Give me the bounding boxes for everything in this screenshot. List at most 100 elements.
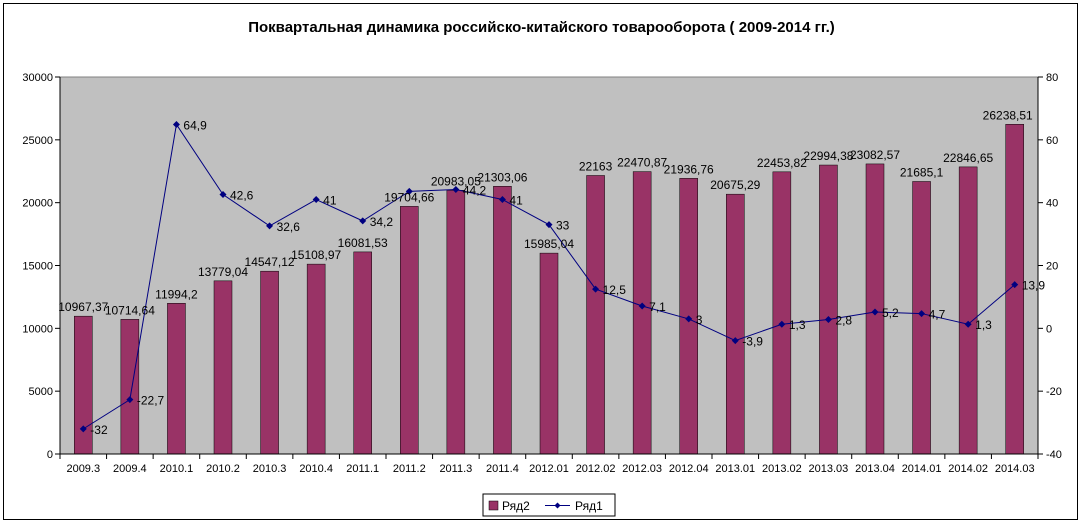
bar	[167, 303, 186, 455]
x-tick-label: 2010.3	[253, 463, 287, 475]
bar-value-label: 10967,37	[58, 300, 108, 314]
y-tick-label: 15000	[22, 261, 53, 273]
y-tick-label: 30000	[22, 72, 53, 84]
bar	[958, 166, 978, 455]
bar-value-label: 13779,04	[198, 265, 248, 279]
line-point	[79, 425, 87, 433]
bar-series	[74, 124, 1024, 455]
bar-value-label: 26238,51	[983, 108, 1033, 122]
bar	[353, 251, 372, 455]
bar	[493, 186, 512, 455]
line-point	[592, 285, 600, 293]
line-point	[452, 185, 460, 193]
x-tick-label: 2012.03	[622, 463, 662, 475]
line-point	[545, 221, 553, 229]
y-tick-label: 25000	[22, 135, 53, 147]
bar-value-label: 20675,29	[710, 178, 760, 192]
x-tick-label: 2014.01	[902, 463, 942, 475]
x-tick-label: 2009.3	[66, 463, 100, 475]
line-point	[638, 302, 646, 310]
line-value-label: 42,6	[230, 188, 254, 202]
line-value-label: -32	[90, 423, 108, 437]
bar-value-label: 14547,12	[245, 255, 295, 269]
line-series	[79, 120, 1019, 433]
x-tick-label: 2013.04	[855, 463, 895, 475]
line-value-label: 12,5	[603, 283, 627, 297]
chart-title: Поквартальная динамика российско-китайск…	[248, 19, 835, 36]
x-tick-label: 2012.01	[529, 463, 569, 475]
bar-value-label: 22994,38	[803, 149, 853, 163]
y2-tick-label: -40	[1046, 449, 1062, 461]
bar	[260, 270, 279, 455]
line-value-label: 41	[323, 194, 337, 208]
line-value-label: 41	[509, 194, 523, 208]
y-tick-label: 20000	[22, 198, 53, 210]
y-tick-label: 5000	[29, 386, 53, 398]
line-value-label: 5,2	[882, 306, 899, 320]
bar	[726, 193, 745, 455]
bar-value-label: 22470,87	[617, 156, 667, 170]
y-tick-label: 10000	[22, 323, 53, 335]
x-tick-label: 2009.4	[113, 463, 147, 475]
y2-tick-label: 60	[1046, 135, 1058, 147]
line-value-label: 44,2	[463, 183, 487, 197]
x-tick-label: 2010.1	[160, 463, 194, 475]
y2-tick-label: -20	[1046, 386, 1062, 398]
bar-value-label: 15985,04	[524, 237, 574, 251]
line-point	[871, 308, 879, 316]
line-point	[405, 187, 413, 195]
x-tick-label: 2013.03	[809, 463, 849, 475]
line-point	[964, 320, 972, 328]
line-value-label: 34,2	[370, 215, 394, 229]
line-value-label: 33	[556, 219, 570, 233]
x-tick-label: 2014.02	[948, 463, 988, 475]
y2-tick-label: 80	[1046, 72, 1058, 84]
line-point	[1011, 281, 1019, 289]
line-point	[359, 217, 367, 225]
y-tick-label: 0	[47, 449, 53, 461]
line-value-label: 4,7	[929, 308, 946, 322]
line-point	[685, 315, 693, 323]
line-point	[778, 320, 786, 328]
bar-value-label: 11994,2	[155, 287, 198, 301]
bar	[819, 164, 838, 455]
x-tick-label: 2014.03	[995, 463, 1035, 475]
x-tick-label: 2012.02	[576, 463, 616, 475]
line-point	[126, 396, 134, 404]
line-value-label: 1,3	[789, 318, 806, 332]
bar	[120, 319, 140, 455]
x-tick-label: 2011.4	[486, 463, 519, 475]
bar	[586, 175, 605, 455]
line-value-label: -22,7	[137, 394, 165, 408]
legend: Ряд2 Ряд1	[482, 493, 616, 517]
line-value-label: 7,1	[649, 300, 666, 314]
legend-swatch-marker	[554, 502, 561, 509]
line-point	[824, 316, 832, 324]
line-value-label: 13,9	[1022, 279, 1046, 293]
bar-value-label: 15108,97	[291, 248, 341, 262]
x-tick-label: 2012.04	[669, 463, 709, 475]
bar-value-label: 21303,06	[477, 170, 527, 184]
bar-value-label: 22163	[579, 159, 613, 173]
line-point	[498, 196, 506, 204]
line-point	[731, 337, 739, 345]
line-value-label: 1,3	[975, 318, 992, 332]
x-tick-label: 2011.3	[439, 463, 472, 475]
y2-tick-label: 20	[1046, 261, 1058, 273]
bar-value-label: 20983,05	[431, 174, 481, 188]
x-tick-label: 2013.01	[715, 463, 755, 475]
line-point	[172, 120, 180, 128]
line-point	[219, 190, 227, 198]
x-tick-label: 2010.4	[299, 463, 333, 475]
line-value-label: -3,9	[742, 335, 763, 349]
bar	[539, 252, 559, 455]
bar-value-label: 22453,82	[757, 156, 807, 170]
bar-value-label: 23082,57	[850, 148, 900, 162]
x-tick-label: 2013.02	[762, 463, 802, 475]
bar-value-label: 19704,66	[384, 190, 434, 204]
x-tick-label: 2011.2	[393, 463, 426, 475]
line-value-label: 32,6	[277, 220, 301, 234]
x-tick-label: 2011.1	[346, 463, 379, 475]
line-value-label: 2,8	[835, 314, 852, 328]
